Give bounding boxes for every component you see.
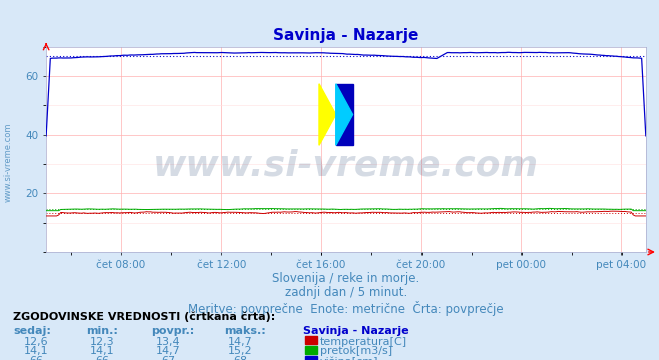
Text: 14,7: 14,7 [228, 337, 253, 347]
Bar [336, 84, 353, 145]
Text: 12,6: 12,6 [24, 337, 49, 347]
Text: 66: 66 [95, 356, 109, 360]
Text: višina[cm]: višina[cm] [320, 356, 378, 360]
Text: Slovenija / reke in morje.: Slovenija / reke in morje. [272, 272, 420, 285]
Text: maks.:: maks.: [224, 326, 266, 336]
Text: Meritve: povprečne  Enote: metrične  Črta: povprečje: Meritve: povprečne Enote: metrične Črta:… [188, 301, 503, 316]
Text: 14,7: 14,7 [156, 346, 181, 356]
Text: ZGODOVINSKE VREDNOSTI (črtkana črta):: ZGODOVINSKE VREDNOSTI (črtkana črta): [13, 311, 275, 322]
Text: 14,1: 14,1 [90, 346, 115, 356]
Text: 66: 66 [29, 356, 43, 360]
Text: sedaj:: sedaj: [13, 326, 51, 336]
Text: temperatura[C]: temperatura[C] [320, 337, 407, 347]
Polygon shape [336, 84, 353, 145]
Polygon shape [319, 84, 336, 145]
Text: povpr.:: povpr.: [152, 326, 195, 336]
Text: min.:: min.: [86, 326, 117, 336]
Text: 13,4: 13,4 [156, 337, 181, 347]
Text: Savinja - Nazarje: Savinja - Nazarje [303, 326, 409, 336]
Text: 15,2: 15,2 [228, 346, 253, 356]
Text: 67: 67 [161, 356, 175, 360]
Text: pretok[m3/s]: pretok[m3/s] [320, 346, 391, 356]
Text: www.si-vreme.com: www.si-vreme.com [153, 149, 539, 183]
Text: zadnji dan / 5 minut.: zadnji dan / 5 minut. [285, 286, 407, 299]
Text: 14,1: 14,1 [24, 346, 49, 356]
Text: www.si-vreme.com: www.si-vreme.com [3, 122, 13, 202]
Text: 68: 68 [233, 356, 248, 360]
Text: 12,3: 12,3 [90, 337, 115, 347]
Title: Savinja - Nazarje: Savinja - Nazarje [273, 28, 418, 43]
